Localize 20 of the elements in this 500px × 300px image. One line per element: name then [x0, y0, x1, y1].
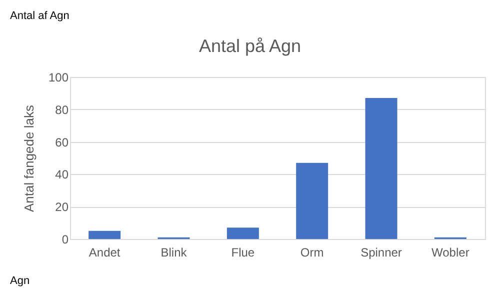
bar: [226, 228, 259, 239]
x-tick-label: Spinner: [360, 246, 402, 260]
y-tick-label: 40: [55, 168, 69, 182]
y-axis-title: Antal fangede laks: [21, 104, 36, 212]
y-tick-label: 60: [55, 135, 69, 150]
y-tick-label: 20: [55, 200, 69, 214]
text: Agn: [10, 275, 30, 287]
bar: [365, 98, 398, 239]
x-tick-label: Andet: [88, 246, 121, 260]
y-tick-label: 100: [48, 70, 69, 84]
bar: [88, 230, 121, 239]
y-tick-label: 0: [62, 232, 69, 246]
text: Antal af Agn: [10, 10, 70, 22]
chart-title: Antal på Agn: [198, 36, 302, 56]
x-tick-label: Blink: [160, 246, 188, 260]
x-tick-label: Wobler: [432, 246, 470, 260]
bar: [296, 162, 328, 239]
x-tick-label: Orm: [300, 246, 324, 260]
x-tick-label: Flue: [231, 246, 255, 260]
y-tick-label: 80: [55, 102, 69, 117]
